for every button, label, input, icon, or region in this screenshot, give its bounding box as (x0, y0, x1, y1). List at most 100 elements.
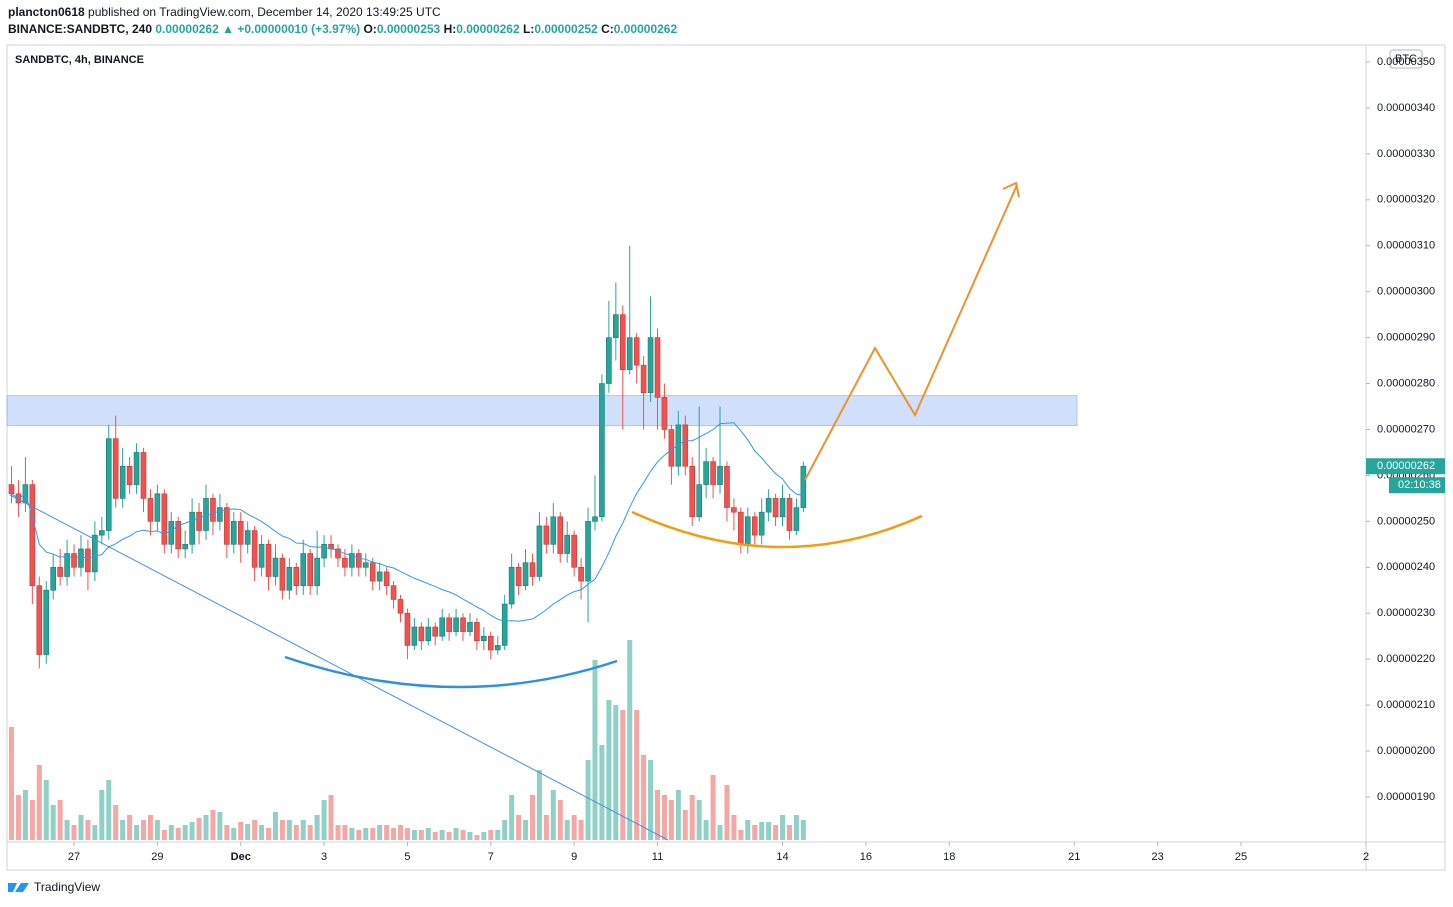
candle-body (446, 617, 452, 632)
o-label: O: (363, 22, 377, 36)
volume-bar (627, 640, 633, 840)
volume-bar (300, 820, 306, 840)
volume-bar (245, 824, 251, 840)
volume-bar (571, 815, 577, 840)
volume-bar (752, 825, 758, 840)
candle-body (779, 498, 786, 518)
volume-bar (578, 820, 584, 840)
volume-bar (661, 795, 667, 840)
volume-bar (502, 820, 508, 840)
candle-body (376, 571, 383, 582)
last: 0.00000262 (155, 22, 219, 36)
volume-bar (189, 822, 195, 840)
candle-body (460, 617, 466, 632)
volume-bar (523, 820, 529, 840)
c-label: C: (601, 22, 614, 36)
volume-bar (543, 815, 549, 840)
volume-bar (606, 700, 612, 840)
x-tick-label: 21 (1068, 851, 1080, 863)
y-tick-label: 0.00000350 (1377, 56, 1435, 68)
candle-body (550, 516, 557, 545)
volume-bar (397, 825, 403, 840)
y-tick-label: 0.00000320 (1377, 194, 1435, 206)
volume-bar (488, 830, 494, 840)
candle-body (36, 585, 43, 655)
o-value: 0.00000253 (376, 22, 441, 36)
candle-body (133, 452, 140, 485)
volume-bar (307, 825, 313, 840)
volume-bar (564, 820, 570, 840)
x-tick-label: 29 (151, 851, 163, 863)
candle-body (800, 465, 807, 508)
volume-bar (99, 790, 105, 840)
volume-bar (9, 727, 15, 840)
volume-bar (550, 790, 556, 840)
candle-body (342, 557, 348, 568)
volume-bar (266, 828, 272, 840)
candle-body (647, 337, 654, 394)
volume-bar (529, 795, 535, 840)
volume-bar (356, 830, 362, 840)
candle-body (474, 622, 480, 642)
candle-body (467, 622, 473, 632)
volume-bar (620, 710, 626, 840)
volume-bar (120, 820, 126, 840)
candle-body (487, 635, 494, 651)
candle-body (404, 612, 411, 646)
candle-body (585, 521, 591, 582)
volume-bar (724, 785, 730, 840)
candle-body (99, 530, 105, 536)
volume-bar (370, 828, 376, 840)
candle-body (112, 438, 119, 499)
candle-body (314, 557, 320, 586)
volume-bar (689, 795, 695, 840)
x-tick-label: 7 (488, 851, 494, 863)
volume-bar (634, 710, 640, 840)
published: published on TradingView.com, December 1… (88, 5, 441, 19)
arrow: ▲ (222, 22, 235, 36)
volume-bar (78, 815, 84, 840)
volume-bar (92, 825, 98, 840)
x-tick-label: Dec (231, 851, 251, 863)
candle-body (105, 438, 112, 531)
publish-line: plancton0618 published on TradingView.co… (8, 5, 441, 19)
candle-body (703, 461, 709, 485)
volume-bar (585, 760, 591, 840)
candle-body (529, 562, 536, 577)
volume-bar (161, 830, 167, 840)
candle-body (126, 465, 133, 485)
y-tick-label: 0.00000340 (1377, 102, 1435, 114)
candle-body (453, 617, 459, 632)
volume-bar (710, 775, 716, 840)
volume-bar (745, 820, 751, 840)
y-tick-label: 0.00000210 (1377, 699, 1435, 711)
volume-bar (439, 830, 445, 840)
y-tick-label: 0.00000190 (1377, 791, 1435, 803)
candle-body (307, 553, 313, 586)
y-tick-label: 0.00000250 (1377, 515, 1435, 527)
volume-bar (286, 820, 292, 840)
candle-body (508, 566, 515, 605)
candle-body (8, 484, 15, 495)
y-tick-label: 0.00000270 (1377, 423, 1435, 435)
candle-body (64, 553, 70, 577)
candle-body (557, 516, 564, 554)
candle-body (279, 557, 286, 591)
y-tick-label: 0.00000200 (1377, 745, 1435, 757)
volume-bar (453, 828, 459, 840)
volume-bar (342, 825, 348, 840)
volume-bar (50, 805, 56, 840)
x-tick-label: 27 (68, 851, 80, 863)
candle-body (265, 544, 272, 577)
candle-body (244, 530, 251, 545)
candle-body (689, 465, 696, 518)
volume-bar (22, 790, 28, 840)
volume-bar (224, 825, 230, 840)
volume-bar (15, 795, 21, 840)
candle-body (50, 566, 56, 591)
volume-bar (154, 820, 160, 840)
candle-body (543, 525, 550, 545)
x-tick-label: 11 (652, 851, 663, 863)
candle-body (196, 511, 202, 531)
